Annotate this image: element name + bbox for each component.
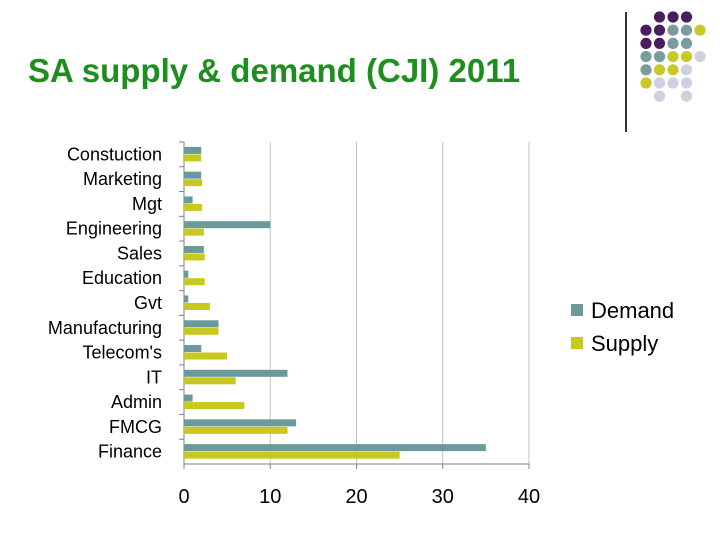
bar-supply-mgt: [184, 203, 203, 211]
decorative-dot: [667, 77, 679, 89]
category-label: Manufacturing: [48, 318, 162, 338]
bar-supply-sales: [184, 253, 205, 261]
legend-label-demand: Demand: [591, 298, 674, 323]
bar-demand-gvt: [184, 295, 189, 303]
bar-demand-admin: [184, 394, 193, 402]
category-label: Telecom's: [83, 343, 162, 363]
bar-demand-education: [184, 270, 189, 278]
x-tick-label: 40: [518, 486, 540, 508]
decorative-dot: [667, 24, 679, 36]
decorative-dot: [680, 37, 693, 50]
decorative-dot-grid: [640, 11, 706, 102]
category-label: Marketing: [83, 169, 162, 189]
bar-supply-constuction: [184, 154, 202, 162]
bar-demand-finance: [184, 444, 486, 452]
legend-swatch-supply: [571, 337, 583, 349]
decorative-dot: [680, 51, 693, 63]
decorative-dot: [694, 51, 706, 63]
decorative-dot: [667, 37, 679, 50]
decorative-dot: [653, 51, 666, 63]
title-divider-line: [625, 12, 627, 132]
bar-demand-mgt: [184, 196, 193, 204]
category-label: Admin: [111, 392, 162, 412]
decorative-dot: [640, 77, 652, 89]
slide-title: SA supply & demand (CJI) 2011: [28, 52, 521, 89]
bar-supply-marketing: [184, 179, 203, 187]
decorative-dot: [667, 11, 679, 23]
decorative-dot: [640, 24, 652, 36]
bar-supply-fmcg: [184, 426, 288, 434]
bar-supply-admin: [184, 402, 245, 410]
decorative-dot: [653, 90, 666, 102]
decorative-dot: [680, 11, 693, 23]
bar-supply-engineering: [184, 228, 204, 236]
decorative-dot: [680, 90, 693, 102]
x-tick-label: 20: [345, 486, 367, 508]
bar-demand-marketing: [184, 171, 202, 179]
bar-demand-it: [184, 369, 288, 377]
bar-demand-sales: [184, 245, 204, 253]
category-label: FMCG: [109, 417, 162, 437]
bar-demand-manufacturing: [184, 320, 219, 328]
x-tick-label: 0: [178, 486, 189, 508]
category-label: Finance: [98, 442, 162, 462]
category-label: Education: [82, 268, 162, 288]
category-label: Engineering: [66, 219, 162, 239]
bar-demand-engineering: [184, 221, 271, 229]
decorative-dot: [640, 51, 652, 63]
decorative-dot: [680, 24, 693, 36]
decorative-dot: [680, 77, 693, 89]
decorative-dot: [680, 64, 693, 76]
decorative-dot: [640, 37, 652, 50]
decorative-dot: [667, 64, 679, 76]
bar-supply-education: [184, 278, 205, 286]
category-label: Constuction: [67, 144, 162, 164]
decorative-dot: [653, 24, 666, 36]
bar-supply-manufacturing: [184, 327, 219, 335]
decorative-dot: [653, 77, 666, 89]
bar-supply-it: [184, 377, 236, 385]
bar-supply-gvt: [184, 303, 210, 310]
x-tick-label: 30: [432, 486, 454, 508]
bar-supply-finance: [184, 451, 400, 459]
bar-demand-constuction: [184, 146, 202, 154]
bar-demand-fmcg: [184, 419, 297, 427]
legend-label-supply: Supply: [591, 331, 658, 356]
decorative-dot: [640, 64, 652, 76]
decorative-dot: [667, 51, 679, 63]
decorative-dot: [653, 11, 666, 23]
category-label: Mgt: [132, 194, 162, 214]
decorative-dot: [653, 64, 666, 76]
category-label: IT: [146, 367, 162, 387]
decorative-dot: [694, 24, 706, 36]
x-tick-label: 10: [259, 486, 281, 508]
bar-demand-telecom-s: [184, 345, 202, 353]
category-label: Gvt: [134, 293, 162, 313]
category-label: Sales: [117, 243, 162, 263]
decorative-dot: [653, 37, 666, 50]
bar-supply-telecom-s: [184, 352, 228, 360]
legend-swatch-demand: [571, 304, 583, 316]
